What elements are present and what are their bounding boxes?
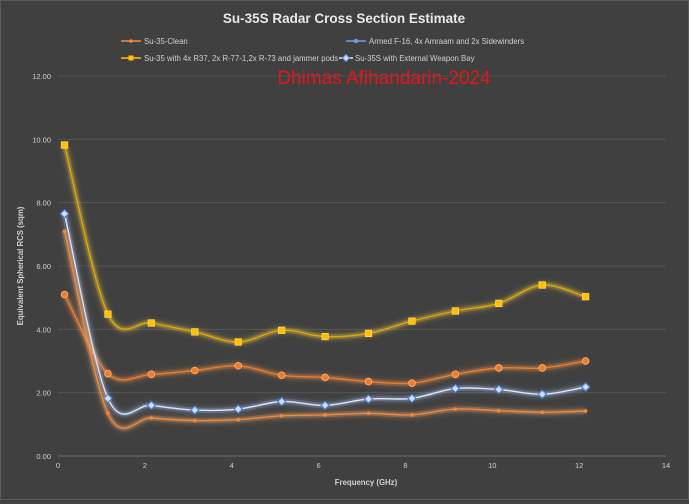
data-point: [147, 370, 156, 379]
series-2: [60, 290, 590, 387]
x-tick-label: 4: [230, 461, 234, 470]
data-point: [234, 361, 243, 370]
data-point: [60, 141, 69, 149]
legend-item-2: Armed F-16, 4x Amraam and 2x Sidewinders: [346, 37, 524, 46]
data-point: [146, 400, 157, 411]
data-point: [277, 371, 286, 380]
data-point: [366, 411, 371, 416]
data-point: [364, 329, 373, 338]
data-point: [279, 413, 284, 418]
series-glow: [62, 144, 587, 345]
series-glow: [62, 213, 587, 417]
y-tick-label: 6.00: [36, 262, 51, 271]
data-point: [191, 366, 199, 375]
legend-item-4: Su-35S with External Weapon Bay: [339, 53, 475, 63]
data-point: [103, 393, 113, 404]
data-point: [453, 407, 458, 411]
x-tick-label: 14: [662, 461, 670, 470]
data-point: [149, 416, 154, 420]
legend-item-1: Su-35-Clean: [121, 37, 188, 46]
data-point: [493, 384, 504, 395]
x-tick-label: 2: [143, 461, 147, 470]
gridlines: [58, 75, 666, 457]
data-point: [408, 317, 416, 325]
y-tick-label: 4.00: [36, 325, 51, 334]
data-point: [233, 404, 244, 414]
data-point: [583, 409, 588, 413]
legend-marker-4: [341, 53, 351, 63]
data-point: [580, 382, 591, 392]
data-point: [106, 411, 110, 416]
y-tick-label: 8.00: [36, 199, 51, 208]
data-point: [278, 326, 286, 334]
y-tick-label: 12.00: [32, 72, 51, 81]
data-point: [321, 333, 329, 341]
data-point: [494, 364, 503, 372]
data-point: [320, 400, 330, 411]
data-point: [495, 299, 503, 307]
legend: Su-35-Clean Armed F-16, 4x Amraam and 2x…: [121, 37, 524, 63]
data-point: [104, 369, 112, 378]
x-tick-label: 10: [488, 461, 496, 470]
data-point: [59, 208, 70, 219]
data-point: [321, 373, 329, 382]
watermark: Dhimas Afihandarin-2024: [277, 68, 491, 89]
data-point: [451, 307, 459, 315]
y-tick-label: 0.00: [36, 452, 51, 461]
x-tick-label: 12: [575, 461, 583, 470]
data-point: [540, 410, 545, 415]
data-point: [104, 310, 112, 318]
series-1: [62, 229, 588, 431]
data-point: [147, 319, 155, 327]
legend-label-1: Su-35-Clean: [144, 37, 188, 46]
data-point: [189, 405, 200, 415]
legend-marker-3: [128, 55, 134, 61]
data-point: [363, 394, 374, 404]
data-point: [497, 408, 501, 413]
data-point: [364, 377, 373, 386]
data-point: [537, 389, 548, 400]
data-point: [450, 383, 461, 394]
chart-title: Su-35S Radar Cross Section Estimate: [223, 11, 466, 26]
series-4: [59, 208, 591, 417]
legend-item-3: Su-35 with 4x R37, 2x R-77-1,2x R-73 and…: [121, 54, 338, 63]
legend-marker-1: [129, 39, 133, 43]
data-point: [538, 281, 546, 289]
x-tick-label: 0: [56, 461, 60, 470]
x-tick-label: 6: [316, 461, 320, 470]
legend-label-4: Su-35S with External Weapon Bay: [355, 54, 475, 63]
data-point: [234, 338, 242, 346]
x-tick-labels: 0 2 4 6 8 10 12 14: [56, 461, 670, 470]
data-point: [60, 290, 69, 299]
legend-label-2: Armed F-16, 4x Amraam and 2x Sidewinders: [369, 37, 524, 46]
plot-area: [59, 141, 591, 431]
data-point: [538, 364, 547, 372]
series-line: [63, 213, 586, 415]
data-point: [582, 293, 590, 301]
data-point: [276, 396, 287, 407]
x-tick-label: 8: [403, 461, 407, 470]
data-point: [236, 417, 241, 422]
data-point: [451, 370, 460, 379]
data-point: [62, 229, 67, 233]
data-point: [323, 413, 327, 417]
y-tick-labels: 0.00 2.00 4.00 6.00 8.00 10.00 12.00: [32, 72, 51, 461]
y-tick-label: 2.00: [36, 389, 51, 398]
series-line: [63, 144, 586, 343]
x-axis-label: Frequency (GHz): [335, 478, 398, 487]
legend-marker-2: [353, 38, 359, 44]
legend-label-3: Su-35 with 4x R37, 2x R-77-1,2x R-73 and…: [144, 54, 338, 63]
y-axis-label: Equivalent Spherical RCS (sqm): [16, 206, 25, 325]
data-point: [408, 379, 416, 387]
data-point: [407, 393, 417, 404]
data-point: [193, 418, 197, 423]
y-tick-label: 10.00: [32, 135, 51, 144]
data-point: [191, 328, 199, 336]
data-point: [410, 413, 414, 417]
data-point: [581, 357, 590, 365]
series-3: [60, 141, 590, 346]
